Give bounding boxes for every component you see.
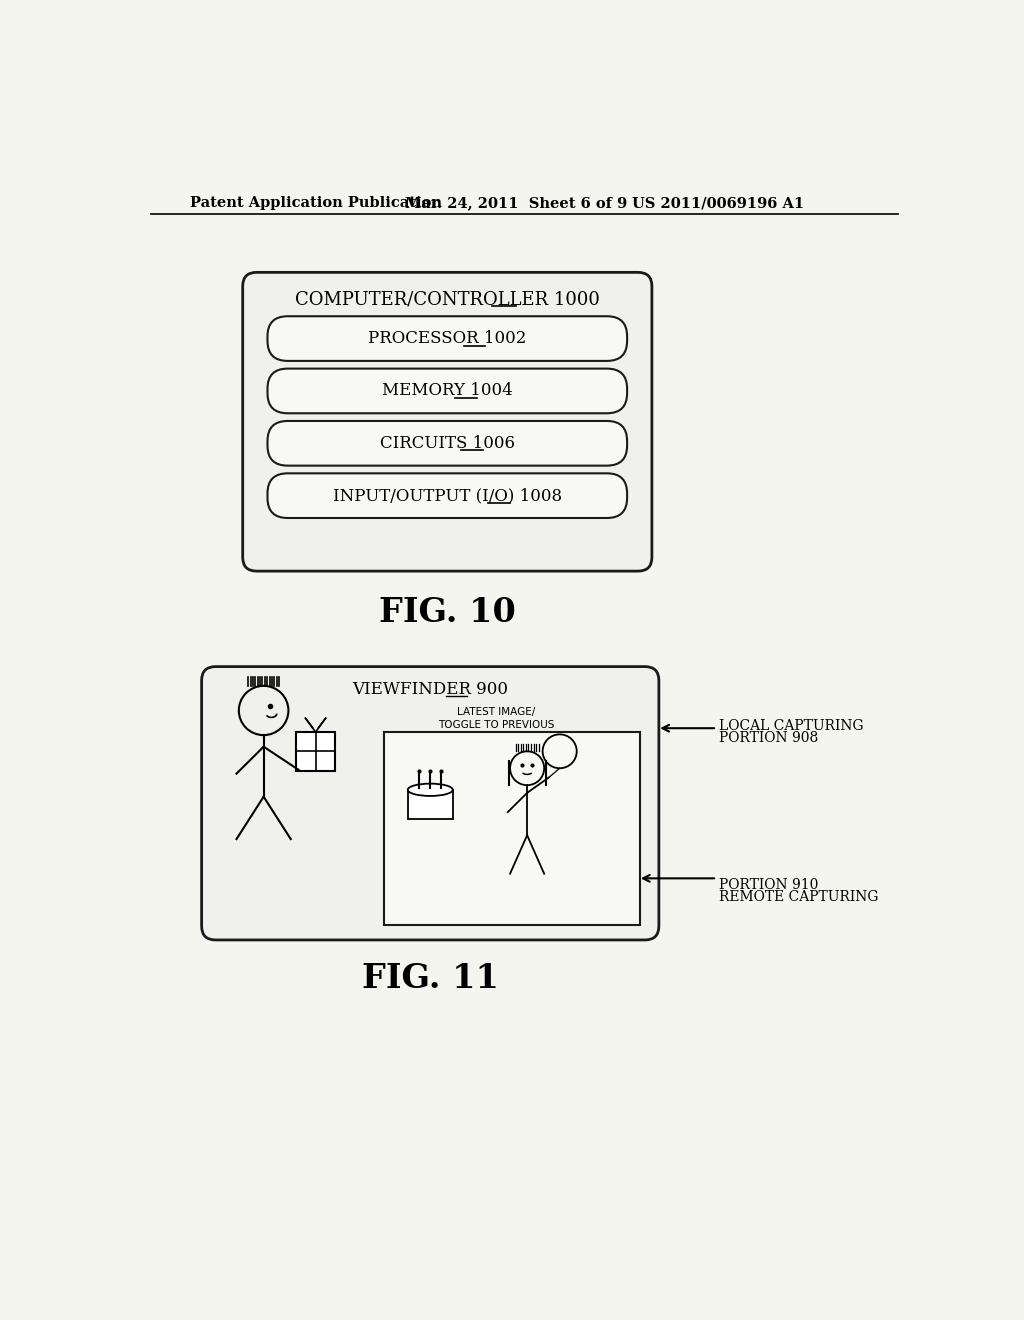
- Bar: [296, 733, 335, 771]
- Text: REMOTE CAPTURING: REMOTE CAPTURING: [719, 890, 878, 904]
- Bar: [384, 733, 640, 924]
- Text: CIRCUITS 1006: CIRCUITS 1006: [380, 434, 515, 451]
- FancyBboxPatch shape: [202, 667, 658, 940]
- Text: FIG. 11: FIG. 11: [361, 962, 499, 995]
- Text: Patent Application Publication: Patent Application Publication: [190, 197, 442, 210]
- FancyBboxPatch shape: [243, 272, 652, 572]
- FancyBboxPatch shape: [267, 421, 627, 466]
- Text: PORTION 908: PORTION 908: [719, 731, 818, 746]
- Text: Mar. 24, 2011  Sheet 6 of 9: Mar. 24, 2011 Sheet 6 of 9: [406, 197, 628, 210]
- FancyBboxPatch shape: [267, 474, 627, 517]
- Text: INPUT/OUTPUT (I/O) 1008: INPUT/OUTPUT (I/O) 1008: [333, 487, 562, 504]
- Text: VIEWFINDER 900: VIEWFINDER 900: [352, 681, 508, 698]
- Text: US 2011/0069196 A1: US 2011/0069196 A1: [632, 197, 804, 210]
- Text: LOCAL CAPTURING: LOCAL CAPTURING: [719, 719, 863, 733]
- Ellipse shape: [408, 784, 453, 796]
- Text: FIG. 10: FIG. 10: [379, 597, 516, 630]
- FancyBboxPatch shape: [267, 317, 627, 360]
- Text: LATEST IMAGE/
TOGGLE TO PREVIOUS: LATEST IMAGE/ TOGGLE TO PREVIOUS: [438, 706, 554, 730]
- Text: PORTION 910: PORTION 910: [719, 878, 818, 891]
- Text: COMPUTER/CONTROLLER 1000: COMPUTER/CONTROLLER 1000: [295, 290, 600, 309]
- Bar: [408, 789, 453, 818]
- FancyBboxPatch shape: [267, 368, 627, 413]
- Text: MEMORY 1004: MEMORY 1004: [382, 383, 513, 400]
- Text: PROCESSOR 1002: PROCESSOR 1002: [368, 330, 526, 347]
